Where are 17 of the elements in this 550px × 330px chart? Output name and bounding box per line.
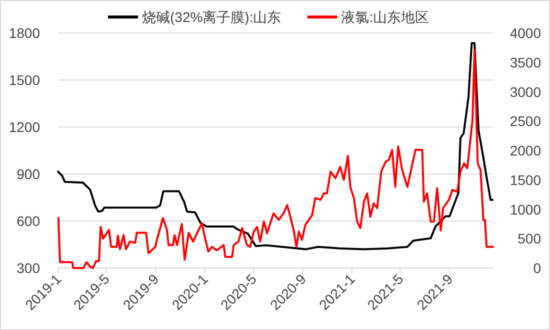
y2-tick-label: 2500 [510,113,542,130]
y-tick-label: 900 [16,166,40,182]
y-tick-label: 300 [16,260,40,276]
y2-tick-label: 1000 [510,201,542,218]
y2-tick-label: 500 [518,230,542,247]
legend-label: 烧碱(32%离子膜):山东 [142,9,282,25]
y-tick-label: 1200 [8,119,40,135]
y2-tick-label: 2000 [510,142,542,158]
y-tick-label: 1800 [8,25,40,41]
y2-tick-label: 1500 [510,172,542,188]
y2-tick-label: 3500 [510,54,542,70]
y2-tick-label: 3000 [510,84,542,100]
y2-tick-label: 4000 [510,25,542,41]
y-tick-label: 1500 [8,72,40,88]
y2-tick-label: 0 [533,260,542,276]
legend-label: 液氯:山东地区 [341,9,430,25]
y-tick-label: 600 [16,213,40,229]
